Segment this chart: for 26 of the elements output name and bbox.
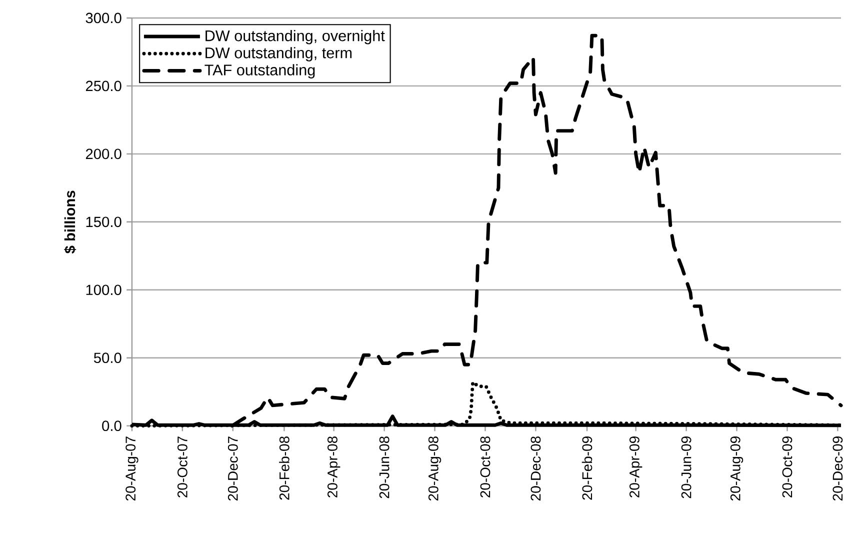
x-tick-label: 20-Dec-08: [530, 436, 541, 501]
x-tick-label: 20-Dec-07: [228, 436, 238, 501]
x-tick-label: 20-Oct-08: [480, 436, 490, 498]
y-tick-label: 100.0: [86, 284, 122, 296]
x-tick-label: 20-Dec-09: [832, 436, 843, 501]
x-tick-label: 20-Feb-08: [279, 436, 290, 500]
y-tick-label: 0.0: [102, 420, 122, 432]
y-tick-label: 50.0: [94, 352, 122, 364]
x-tick-label: 20-Feb-09: [582, 436, 592, 500]
x-tick-label: 20-Aug-07: [126, 436, 138, 501]
legend-label: TAF outstanding: [204, 64, 315, 79]
x-tick-label: 20-Oct-09: [782, 436, 792, 498]
x-tick-label: 20-Jun-08: [379, 436, 390, 498]
x-tick-label: 20-Jun-09: [681, 436, 692, 498]
y-tick-label: 200.0: [86, 148, 122, 160]
x-tick-label: 20-Oct-07: [177, 436, 188, 498]
y-tick-label: 300.0: [86, 12, 122, 24]
x-tick-label: 20-Aug-08: [428, 436, 442, 501]
legend-label: DW outstanding, term: [206, 47, 352, 62]
x-tick-label: 20-Apr-09: [629, 436, 642, 498]
y-tick-label: 250.0: [86, 80, 122, 92]
x-tick-label: 20-Apr-08: [328, 436, 340, 498]
x-tick-label: 20-Aug-09: [730, 436, 744, 501]
y-tick-label: 150.0: [86, 216, 122, 228]
legend-label: DW outstanding, overnight: [206, 30, 385, 44]
y-axis-title: $ billions: [64, 190, 76, 254]
